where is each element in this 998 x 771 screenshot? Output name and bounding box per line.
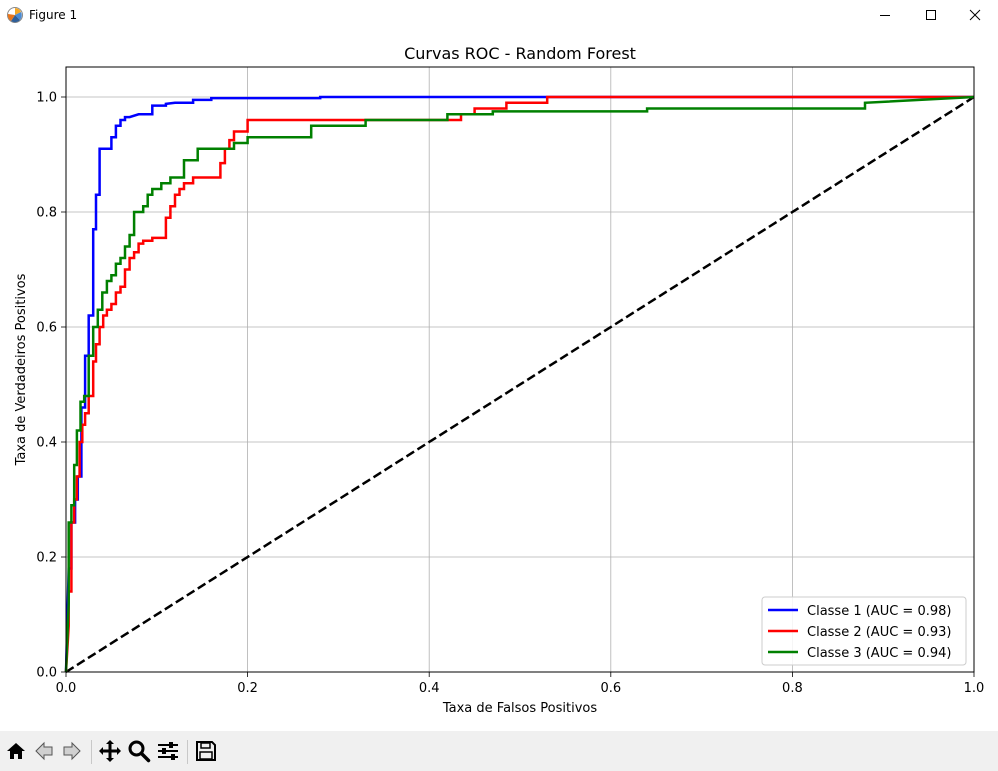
forward-button[interactable] [59,738,85,764]
home-icon [7,743,25,759]
y-tick-label: 0.0 [36,666,57,681]
chart-grid [65,67,975,673]
minimize-icon [880,15,890,16]
x-tick-label: 0.8 [782,681,803,696]
configure-subplots-icon [158,742,178,760]
close-icon [969,9,981,21]
x-tick-label: 0.4 [419,681,440,696]
legend-label: Classe 2 (AUC = 0.93) [807,625,951,640]
window-titlebar: Figure 1 [0,0,998,30]
minimize-button[interactable] [862,0,908,30]
y-tick-label: 0.4 [36,436,57,451]
x-tick-label: 0.6 [600,681,621,696]
series-line-3 [64,95,975,673]
window-title: Figure 1 [29,8,78,22]
chart-series [64,95,975,674]
legend-label: Classe 3 (AUC = 0.94) [807,646,951,661]
toolbar-separator [91,740,92,764]
matplotlib-logo-icon [7,7,23,23]
y-axis-label: Taxa de Verdadeiros Positivos [14,273,29,466]
save-icon [196,741,216,761]
y-tick-label: 0.6 [36,321,57,336]
zoom-button[interactable] [126,738,152,764]
legend-label: Classe 1 (AUC = 0.98) [807,604,951,619]
roc-chart: 0.0 0.2 0.4 0.6 0.8 1.0 0.0 0.2 0.4 0.6 0.8 1.0 Cur… [0,30,998,731]
maximize-button[interactable] [908,0,954,30]
home-button[interactable] [3,738,29,764]
y-tick-label: 0.2 [36,551,57,566]
chart-title: Curvas ROC - Random Forest [404,44,636,63]
x-tick-label: 0.0 [56,681,77,696]
close-button[interactable] [952,0,998,30]
pan-icon [99,740,121,762]
chart-legend: Classe 1 (AUC = 0.98) Classe 2 (AUC = 0.9… [761,596,967,666]
chance-diagonal-line [65,95,975,674]
x-tick-label: 0.2 [237,681,258,696]
series-line-2 [64,95,974,673]
x-axis-label: Taxa de Falsos Positivos [442,701,597,716]
toolbar-separator [187,740,188,764]
y-tick-label: 0.8 [36,206,57,221]
pan-button[interactable] [97,738,123,764]
legend-box [761,596,967,666]
plot-frame [65,66,975,673]
save-button[interactable] [193,738,219,764]
forward-icon [63,741,81,761]
back-icon [35,741,53,761]
maximize-icon [926,10,936,20]
configure-subplots-button[interactable] [155,738,181,764]
chart-ticks: 0.0 0.2 0.4 0.6 0.8 1.0 0.0 0.2 0.4 0.6 0.8 1.0 [36,91,984,697]
y-tick-label: 1.0 [36,91,57,106]
zoom-icon [128,740,151,763]
back-button[interactable] [31,738,57,764]
x-tick-label: 1.0 [964,681,985,696]
navigation-toolbar [0,731,998,771]
